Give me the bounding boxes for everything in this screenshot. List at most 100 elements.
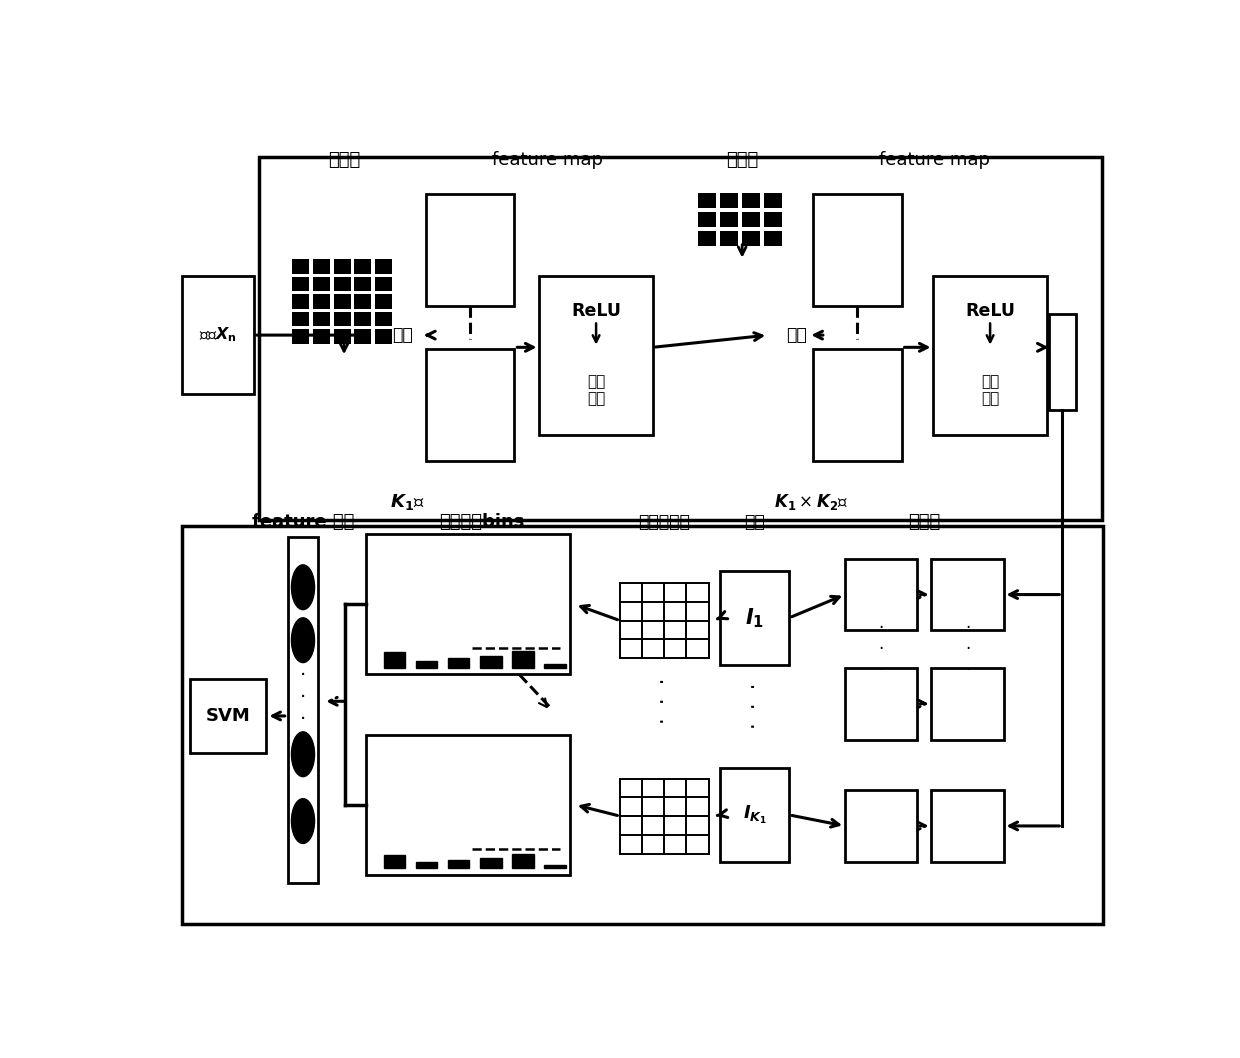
FancyBboxPatch shape: [367, 734, 570, 875]
Bar: [415, 862, 438, 869]
Bar: [743, 193, 760, 208]
Bar: [698, 193, 715, 208]
FancyBboxPatch shape: [182, 526, 1102, 924]
Text: $\boldsymbol{I}_{\mathbf{1}}$: $\boldsymbol{I}_{\mathbf{1}}$: [745, 606, 764, 630]
Bar: [293, 294, 309, 309]
Bar: [415, 660, 438, 668]
Bar: [355, 312, 371, 326]
Bar: [544, 865, 565, 869]
Text: 最大池化bins: 最大池化bins: [439, 513, 525, 531]
Bar: [355, 294, 371, 309]
Bar: [355, 259, 371, 274]
Text: ·
·
·: · · ·: [300, 665, 306, 729]
FancyBboxPatch shape: [934, 276, 1047, 435]
FancyBboxPatch shape: [1049, 314, 1075, 411]
Bar: [764, 231, 782, 245]
Text: 叠加: 叠加: [744, 513, 765, 531]
Bar: [512, 652, 533, 668]
Bar: [312, 312, 330, 326]
Bar: [743, 231, 760, 245]
FancyBboxPatch shape: [720, 768, 789, 862]
Bar: [374, 294, 392, 309]
Bar: [312, 329, 330, 344]
Bar: [720, 193, 738, 208]
Bar: [312, 277, 330, 291]
Text: 卷积核: 卷积核: [327, 150, 360, 168]
Bar: [334, 259, 351, 274]
Bar: [374, 259, 392, 274]
FancyBboxPatch shape: [844, 668, 918, 740]
FancyBboxPatch shape: [190, 679, 267, 752]
FancyBboxPatch shape: [367, 534, 570, 674]
Bar: [374, 312, 392, 326]
Bar: [312, 259, 330, 274]
Bar: [743, 212, 760, 227]
FancyBboxPatch shape: [813, 348, 901, 461]
FancyBboxPatch shape: [844, 790, 918, 862]
FancyBboxPatch shape: [427, 348, 515, 461]
Bar: [512, 854, 533, 869]
Text: ReLU: ReLU: [965, 302, 1016, 320]
Bar: [293, 329, 309, 344]
FancyBboxPatch shape: [288, 536, 319, 883]
Text: 卷积核: 卷积核: [727, 150, 759, 168]
FancyBboxPatch shape: [931, 668, 1003, 740]
Bar: [720, 212, 738, 227]
Text: 概率
池化: 概率 池化: [587, 375, 605, 406]
Text: SVM: SVM: [206, 707, 250, 725]
Bar: [480, 656, 501, 668]
FancyBboxPatch shape: [844, 559, 918, 631]
Text: $\boldsymbol{I}_{\boldsymbol{K}_{\mathbf{1}}}$: $\boldsymbol{I}_{\boldsymbol{K}_{\mathbf…: [743, 804, 766, 826]
Bar: [312, 294, 330, 309]
Bar: [355, 329, 371, 344]
FancyBboxPatch shape: [182, 276, 254, 395]
Bar: [383, 653, 405, 668]
Bar: [355, 277, 371, 291]
Text: 二值化: 二值化: [908, 513, 940, 531]
FancyBboxPatch shape: [539, 276, 652, 435]
Text: ·  ·  ·: · · ·: [655, 678, 675, 725]
Text: 卷积: 卷积: [393, 326, 413, 344]
Bar: [334, 294, 351, 309]
FancyBboxPatch shape: [720, 571, 789, 664]
Ellipse shape: [291, 799, 315, 843]
Bar: [293, 259, 309, 274]
Text: ·
·
·: · · ·: [965, 619, 970, 679]
Bar: [374, 329, 392, 344]
FancyBboxPatch shape: [931, 790, 1003, 862]
Text: ·  ·  ·: · · ·: [745, 682, 765, 729]
Text: ·
·
·: · · ·: [878, 619, 884, 679]
Text: 卷积: 卷积: [786, 326, 807, 344]
Bar: [544, 664, 565, 668]
Bar: [698, 212, 715, 227]
Bar: [720, 231, 738, 245]
FancyBboxPatch shape: [813, 194, 901, 306]
Bar: [698, 231, 715, 245]
Bar: [448, 658, 470, 668]
Bar: [293, 277, 309, 291]
Bar: [334, 312, 351, 326]
Text: ReLU: ReLU: [572, 302, 621, 320]
Bar: [448, 860, 470, 869]
Text: 图片$\boldsymbol{X}_{\mathbf{n}}$: 图片$\boldsymbol{X}_{\mathbf{n}}$: [198, 326, 237, 345]
Bar: [764, 212, 782, 227]
Bar: [480, 858, 501, 869]
FancyBboxPatch shape: [931, 559, 1003, 631]
Text: feature map: feature map: [491, 150, 603, 168]
Bar: [374, 277, 392, 291]
Text: 概率
池化: 概率 池化: [981, 375, 999, 406]
Bar: [334, 329, 351, 344]
Ellipse shape: [291, 732, 315, 777]
FancyBboxPatch shape: [259, 157, 1101, 519]
Ellipse shape: [291, 565, 315, 609]
Text: $\boldsymbol{K}_{\mathbf{1}}$个: $\boldsymbol{K}_{\mathbf{1}}$个: [391, 492, 425, 512]
Text: 统计直方图: 统计直方图: [639, 513, 691, 531]
FancyBboxPatch shape: [427, 194, 515, 306]
Ellipse shape: [291, 618, 315, 662]
Bar: [764, 193, 782, 208]
Text: feature map: feature map: [879, 150, 990, 168]
Bar: [293, 312, 309, 326]
Text: feature 向里: feature 向里: [252, 513, 355, 531]
Bar: [334, 277, 351, 291]
Text: $\boldsymbol{K}_{\mathbf{1}}\times\boldsymbol{K}_{\mathbf{2}}$个: $\boldsymbol{K}_{\mathbf{1}}\times\bolds…: [774, 492, 848, 512]
